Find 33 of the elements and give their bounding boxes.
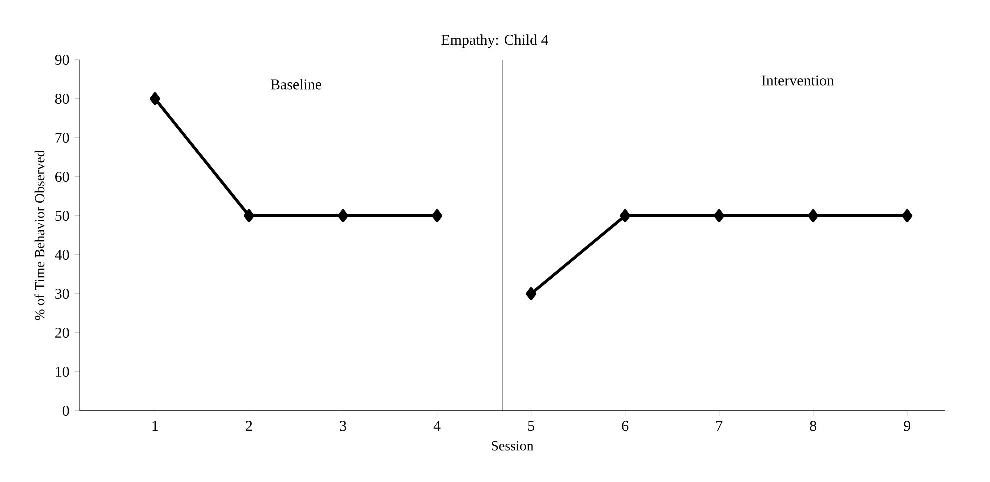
x-axis-title: Session (492, 441, 534, 451)
x-tick-label: 4 (434, 421, 441, 431)
point (714, 210, 725, 222)
y-tick-label: 80 (55, 94, 70, 104)
x-tick-label: 2 (246, 421, 252, 432)
x-tick-label: 7 (716, 421, 723, 431)
y-tick-label: 60 (56, 172, 70, 182)
point (808, 210, 819, 222)
x-tick-label: 6 (622, 421, 629, 432)
x-tick-label: 3 (340, 421, 346, 432)
y-axis-title: % of Time Behavior Observed (34, 150, 45, 320)
annotation: Baseline (270, 79, 322, 90)
y-tick-label: 20 (56, 328, 70, 338)
x-tick-label: 9 (904, 421, 911, 432)
point (902, 210, 913, 222)
point (620, 210, 631, 222)
y-tick-label: 0 (62, 406, 70, 416)
point (244, 210, 254, 222)
y-tick-label: 30 (56, 288, 70, 300)
y-tick-label: 70 (56, 132, 70, 144)
point (150, 92, 160, 106)
y-tick-label: 50 (56, 210, 70, 222)
x-tick-label: 1 (152, 421, 158, 432)
point (338, 210, 349, 222)
x-tick-label: 8 (810, 421, 817, 432)
y-tick-label: 10 (56, 366, 70, 378)
point (432, 210, 443, 222)
y-tick-label: 90 (55, 54, 70, 66)
point (526, 287, 537, 300)
chart-title: Empathy: Child 4 (442, 34, 549, 48)
x-tick-label: 5 (528, 421, 534, 432)
y-tick-label: 40 (55, 250, 70, 260)
annotation: Intervention (762, 76, 834, 86)
